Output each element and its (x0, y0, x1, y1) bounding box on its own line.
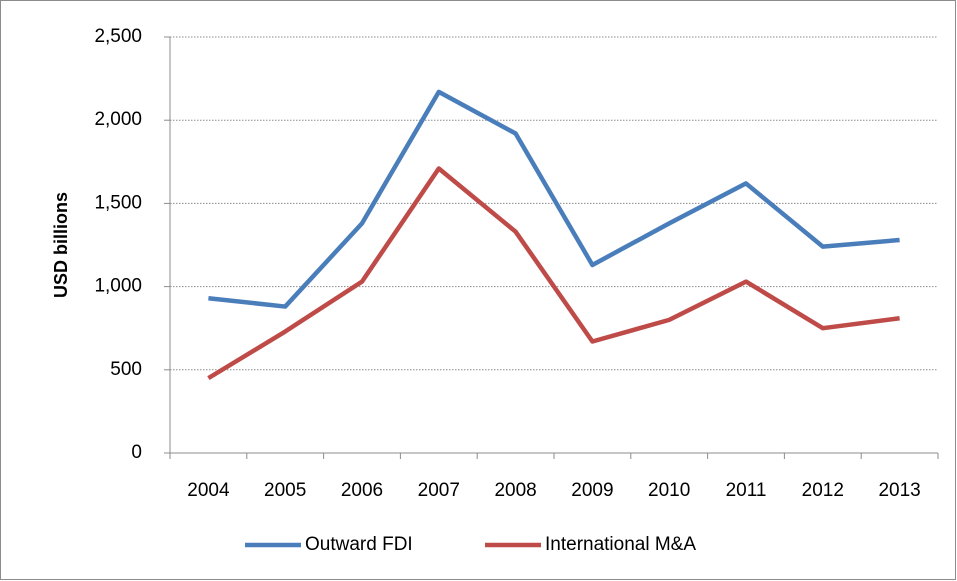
x-tick-label: 2007 (418, 480, 460, 501)
y-tick-label: 0 (131, 442, 142, 463)
y-tick-label: 1,500 (94, 192, 142, 213)
y-tick-label: 1,000 (94, 276, 142, 297)
y-tick-label: 2,000 (94, 109, 142, 130)
line-series (207, 166, 900, 381)
x-tick-label: 2013 (878, 480, 920, 501)
x-tick-label: 2008 (494, 480, 536, 501)
x-tick-label: 2011 (726, 480, 767, 501)
x-tick-label: 2005 (264, 480, 306, 501)
x-tick-label: 2004 (187, 480, 230, 501)
y-axis-label: USD billions (51, 192, 71, 298)
x-tick-label: 2012 (802, 480, 844, 501)
y-tick-label: 2,500 (94, 26, 142, 47)
legend-label: International M&A (545, 534, 696, 555)
y-tick-label: 500 (110, 359, 142, 380)
x-tick-label: 2009 (571, 480, 613, 501)
line-series (208, 89, 900, 309)
x-tick-label: 2006 (341, 480, 383, 501)
legend-label: Outward FDI (305, 534, 413, 555)
x-tick-label: 2010 (648, 480, 690, 501)
